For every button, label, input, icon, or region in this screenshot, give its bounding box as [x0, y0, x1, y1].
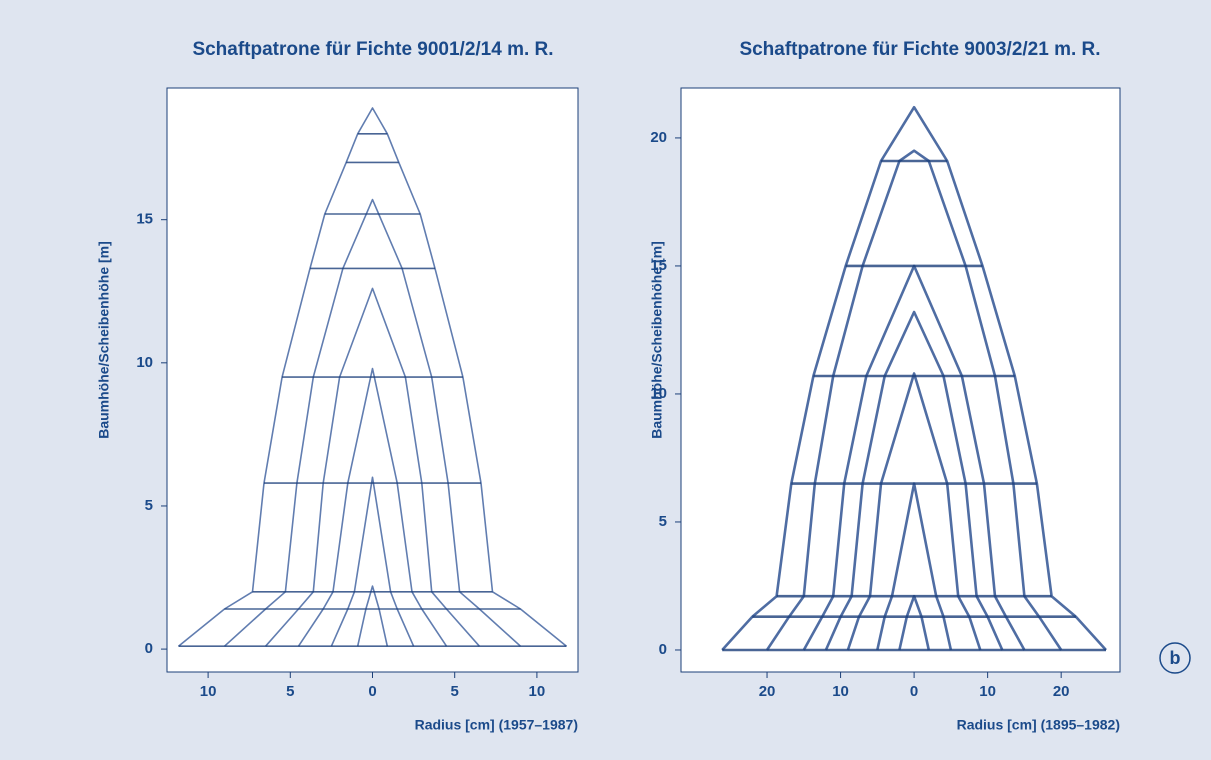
x-tick-label: 5	[286, 683, 294, 700]
stem-profile	[265, 287, 480, 647]
x-axis-label: Radius [cm] (1957–1987)	[415, 717, 578, 733]
y-tick-label: 0	[145, 640, 153, 657]
stem-profile	[824, 310, 1004, 651]
y-tick-label: 5	[145, 497, 153, 514]
panel-label: b	[1170, 648, 1181, 668]
plot-area	[166, 87, 579, 673]
stem-profile	[356, 585, 389, 647]
y-tick-label: 15	[650, 257, 667, 274]
y-tick-label: 10	[136, 354, 153, 371]
plot-area	[680, 87, 1121, 673]
stem-profile	[297, 367, 448, 647]
x-tick-label: 0	[910, 683, 918, 700]
y-tick-label: 10	[650, 385, 667, 402]
y-axis-label: Baumhöhe/Scheibenhöhe [m]	[96, 241, 112, 439]
x-tick-label: 5	[451, 683, 459, 700]
y-tick-label: 20	[650, 129, 667, 146]
x-axis-label: Radius [cm] (1895–1982)	[957, 717, 1120, 733]
x-tick-label: 10	[200, 683, 217, 700]
y-tick-label: 5	[659, 513, 667, 530]
chart-title: Schaftpatrone für Fichte 9003/2/21 m. R.	[739, 39, 1100, 60]
y-axis-label: Baumhöhe/Scheibenhöhe [m]	[649, 241, 665, 439]
y-tick-label: 0	[659, 641, 667, 658]
x-tick-label: 0	[368, 683, 376, 700]
chart-title: Schaftpatrone für Fichte 9001/2/14 m. R.	[192, 39, 553, 60]
x-tick-label: 20	[759, 683, 776, 700]
x-tick-label: 10	[979, 683, 996, 700]
x-tick-label: 20	[1053, 683, 1070, 700]
x-tick-label: 10	[529, 683, 546, 700]
panel-label-circle	[1159, 642, 1191, 674]
x-tick-label: 10	[832, 683, 849, 700]
stem-profile	[846, 372, 982, 651]
y-tick-label: 15	[136, 211, 153, 228]
stem-profile	[765, 149, 1063, 651]
stem-profile	[721, 105, 1107, 651]
